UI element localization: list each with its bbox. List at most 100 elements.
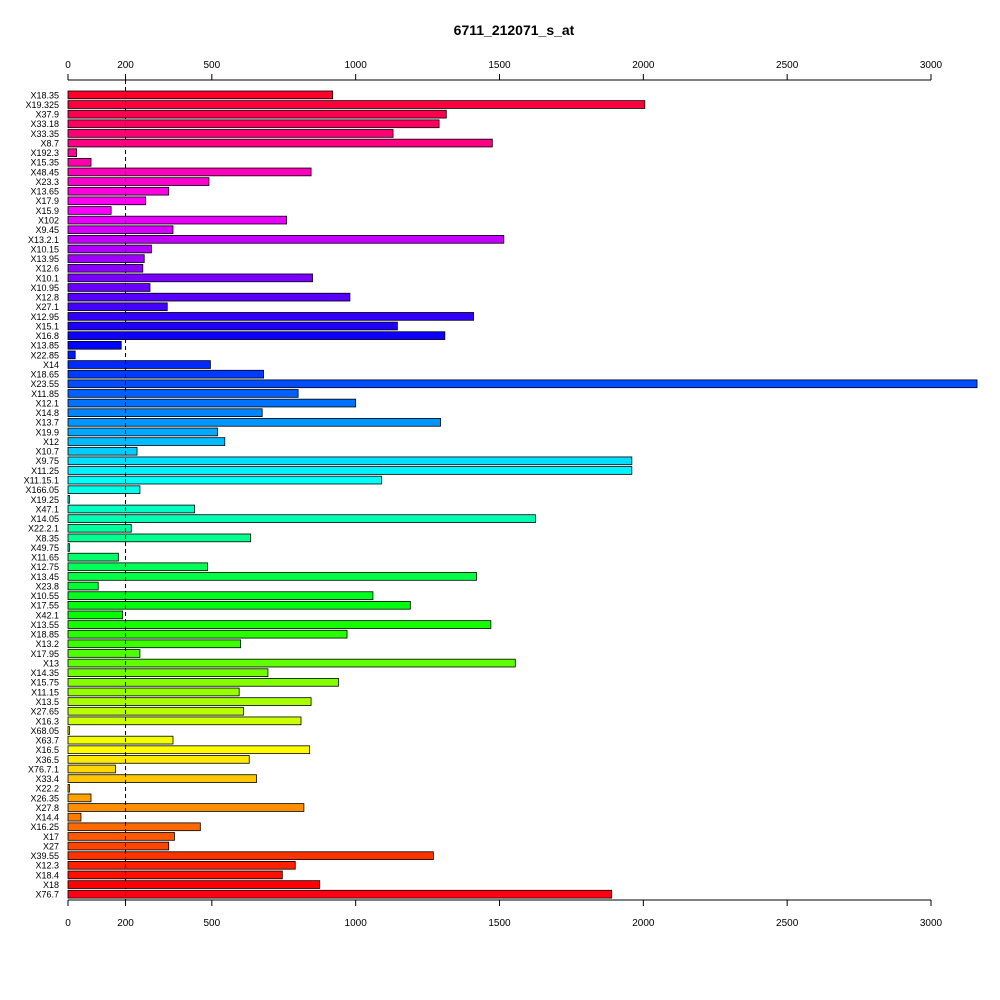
category-label: X192.3 [30,148,59,158]
tick-label: 0 [65,60,71,71]
bar [67,851,434,860]
bar [67,379,978,389]
bar [67,629,348,639]
category-label: X42.1 [35,610,59,620]
category-label: X12.95 [30,312,59,322]
bar [67,706,244,716]
x-axis-bottom: 0 200 500 1000 1500 2000 2500 3000 [65,899,943,929]
bar [67,687,240,697]
category-label: X8.7 [40,138,59,148]
tick-label: 2500 [776,60,799,71]
bar [67,292,351,302]
bar [67,177,210,186]
bar [67,745,311,755]
bar [67,678,339,687]
category-label: X14.05 [30,514,59,524]
category-label: X13.95 [30,254,59,264]
bar [67,196,147,206]
tick-label: 0 [65,918,71,929]
category-label: X18.4 [35,870,59,880]
category-label: X17 [43,832,59,842]
bar [67,735,174,745]
bar [67,552,119,562]
category-label: X27.8 [35,803,59,813]
bar [67,841,170,851]
bar [67,610,124,620]
bar [67,880,321,889]
category-label: X27 [43,841,59,851]
category-label: X27.65 [30,707,59,717]
category-label: X11.85 [31,389,59,399]
bar [67,456,633,466]
bar [67,697,312,706]
tick-label: 1000 [345,60,368,71]
bar [67,591,374,600]
category-label: X8.35 [35,533,59,543]
bar [67,369,265,379]
bar [67,331,446,340]
bar [67,100,646,109]
bar [67,581,99,591]
category-label: X37.9 [35,110,59,120]
bar [67,398,357,408]
category-label: X48.45 [30,167,59,177]
tick-label: 3000 [920,60,943,71]
category-label: X13.45 [30,572,59,582]
category-label: X10.55 [30,591,59,601]
category-label: X39.55 [30,851,59,861]
category-label: X10.1 [35,273,59,283]
bar [67,427,218,437]
category-label: X102 [38,215,59,225]
category-label: X11.15 [31,687,59,697]
category-label: X15.1 [35,321,59,331]
category-label: X14.4 [35,813,59,823]
category-label: X11.15.1 [24,476,59,486]
bar [67,167,312,177]
bar [67,244,152,254]
category-label: X16.5 [35,745,59,755]
bar [67,389,299,398]
bar [67,475,382,485]
category-label: X22.2 [35,784,59,794]
bar [67,755,250,764]
category-label: X18.85 [30,630,59,640]
category-label: X14.35 [30,668,59,678]
category-label: X9.75 [35,456,59,466]
bar [67,533,252,543]
category-label: X18 [43,880,59,890]
tick-label: 500 [203,60,220,71]
bar [67,90,334,100]
category-label: X12 [43,437,59,447]
bar [67,302,168,312]
category-label: X68.05 [30,726,59,736]
bar [67,360,211,369]
category-label: X12.8 [35,293,59,303]
bar [67,129,394,138]
category-labels: X18.35X19.325X37.9X33.18X33.35X8.7X192.3… [24,90,59,899]
bar [67,109,447,119]
category-label: X27.1 [35,302,59,312]
bar [67,408,263,417]
bar [67,235,505,244]
category-label: X16.8 [35,331,59,341]
category-label: X33.18 [30,119,59,129]
bar [67,620,492,629]
bar [67,446,138,456]
bar [67,283,151,292]
bar [67,822,201,832]
category-label: X166.05 [25,485,59,495]
bar [67,514,536,523]
category-label: X13.7 [35,418,59,428]
category-label: X63.7 [35,736,59,746]
bar [67,158,92,167]
category-label: X19.325 [25,100,59,110]
bar [67,658,516,668]
category-label: X19.25 [30,495,59,505]
tick-label: 3000 [920,918,943,929]
tick-label: 1000 [345,918,368,929]
bar [67,215,288,225]
tick-label: 200 [117,60,134,71]
category-label: X47.1 [35,504,59,514]
category-label: X11.25 [31,466,59,476]
